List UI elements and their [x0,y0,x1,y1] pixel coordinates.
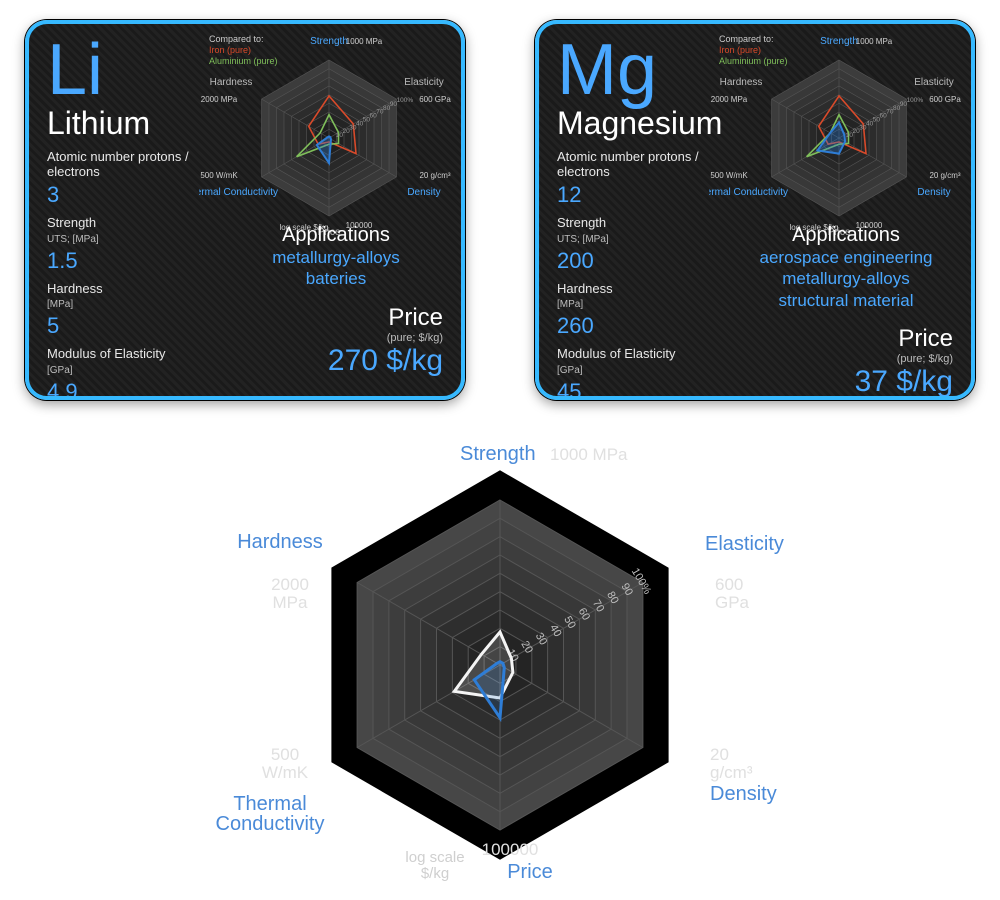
comparison-legend: Compared to:Iron (pure)Aluminium (pure) [209,34,278,66]
hardness-label: Hardness[MPa] [557,282,727,312]
applications-label: Applications [739,224,953,247]
atomic-number-value: 12 [557,182,727,208]
strength-value: 200 [557,248,727,274]
axis-max: 2000MPa [271,575,309,612]
axis-label: Price [507,861,553,883]
svg-text:Strength: Strength [310,36,348,47]
svg-text:20 g/cm³: 20 g/cm³ [419,171,450,180]
svg-text:Thermal Conductivity: Thermal Conductivity [709,187,788,198]
price-label: Price [229,304,443,332]
comparison-radar-chart: 102030405060708090100%Strength1000 MPaEl… [210,430,790,890]
svg-text:Strength: Strength [820,36,858,47]
applications-label: Applications [229,224,443,247]
svg-text:Elasticity: Elasticity [914,77,953,88]
element-card-lithium: Li Lithium Atomic number protons / elect… [25,20,465,400]
axis-max: 100000 [482,840,539,859]
axis-label: ThermalConductivity [216,793,325,835]
hardness-label: Hardness[MPa] [47,282,217,312]
svg-text:Density: Density [407,187,440,198]
element-name: Magnesium [557,105,727,142]
svg-text:500 W/mK: 500 W/mK [710,171,748,180]
svg-text:1000 MPa: 1000 MPa [856,37,893,46]
axis-max: 20g/cm³ [710,745,753,782]
svg-text:1000 MPa: 1000 MPa [346,37,383,46]
svg-text:Hardness: Hardness [210,77,253,88]
element-name: Lithium [47,105,217,142]
svg-text:Thermal Conductivity: Thermal Conductivity [199,187,278,198]
strength-value: 1.5 [47,248,217,274]
atomic-number-value: 3 [47,182,217,208]
axis-max: 600GPa [715,575,750,612]
element-symbol: Mg [557,38,727,103]
price-sub: (pure; $/kg) [739,353,953,365]
applications-value: metallurgy-alloysbateries [229,247,443,290]
hardness-value: 5 [47,313,217,339]
modulus-label: Modulus of Elasticity[GPa] [557,347,727,377]
element-card-magnesium: Mg Magnesium Atomic number protons / ele… [535,20,975,400]
svg-text:20 g/cm³: 20 g/cm³ [929,171,960,180]
svg-text:Density: Density [917,187,950,198]
modulus-value: 45 [557,379,727,400]
axis-label: Strength [460,443,536,465]
axis-label: Elasticity [705,533,784,555]
svg-text:2000 MPa: 2000 MPa [711,95,748,104]
price-value: 270 $/kg [229,344,443,378]
price-value: 37 $/kg [739,365,953,399]
svg-text:Elasticity: Elasticity [404,77,443,88]
svg-text:100%: 100% [907,97,924,104]
applications-value: aerospace engineeringmetallurgy-alloysst… [739,247,953,311]
hardness-value: 260 [557,313,727,339]
comparison-legend: Compared to:Iron (pure)Aluminium (pure) [719,34,788,66]
svg-text:600 GPa: 600 GPa [419,95,451,104]
modulus-value: 4.9 [47,379,217,400]
svg-text:2000 MPa: 2000 MPa [201,95,238,104]
axis-max: 500W/mK [262,745,309,782]
price-sub: (pure; $/kg) [229,332,443,344]
price-scale-note: log scale$/kg [405,849,464,882]
axis-max: 1000 MPa [550,445,628,464]
strength-label: StrengthUTS; [MPa] [557,216,727,246]
svg-text:Hardness: Hardness [720,77,763,88]
axis-label: Hardness [237,531,323,553]
element-symbol: Li [47,38,217,103]
svg-text:500 W/mK: 500 W/mK [200,171,238,180]
svg-text:600 GPa: 600 GPa [929,95,961,104]
strength-label: StrengthUTS; [MPa] [47,216,217,246]
svg-text:100%: 100% [397,97,414,104]
modulus-label: Modulus of Elasticity[GPa] [47,347,217,377]
atomic-number-label: Atomic number protons / electrons [557,150,727,180]
price-label: Price [739,325,953,353]
atomic-number-label: Atomic number protons / electrons [47,150,217,180]
axis-label: Density [710,783,777,805]
